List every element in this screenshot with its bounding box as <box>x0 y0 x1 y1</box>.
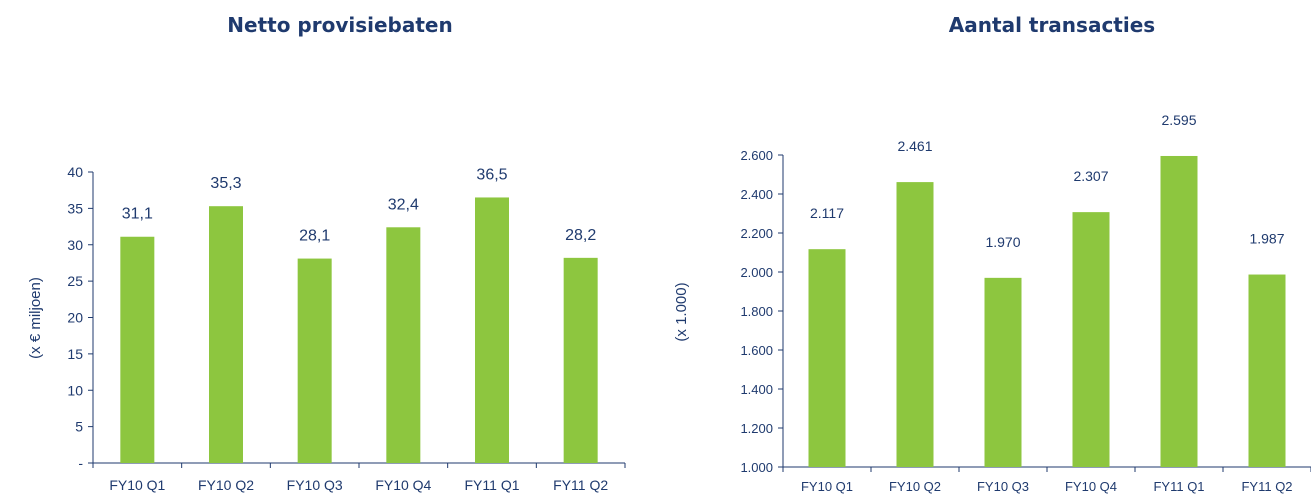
plot-area: - 5 10 15 20 25 30 35 40 31,1 FY10 Q1 35,3 FY10 Q2 28… <box>67 164 626 493</box>
x-tick-label: FY10 Q3 <box>977 479 1029 494</box>
y-tick-label: 1.400 <box>740 382 773 397</box>
y-tick-label: 35 <box>67 200 83 216</box>
y-tick-label: 5 <box>75 419 83 435</box>
y-tick-label: 1.200 <box>740 421 773 436</box>
data-label: 35,3 <box>210 175 241 192</box>
x-tick-label: FY11 Q1 <box>1153 479 1204 494</box>
data-label: 2.117 <box>810 205 844 221</box>
y-axis-label: (x 1.000) <box>673 282 690 341</box>
bar <box>120 236 155 463</box>
bar <box>1072 212 1110 467</box>
x-tick-label: FY10 Q1 <box>801 479 853 494</box>
y-tick-label: 2.600 <box>740 148 773 163</box>
x-tick-label: FY11 Q2 <box>553 477 608 493</box>
data-label: 1.970 <box>985 234 1020 250</box>
x-tick-label: FY10 Q1 <box>109 477 165 493</box>
y-tick-label: 10 <box>67 382 83 398</box>
y-tick-label: 2.400 <box>740 187 773 202</box>
bar <box>209 206 243 463</box>
y-tick-label: 40 <box>67 164 83 180</box>
y-tick-label: 2.200 <box>740 226 773 241</box>
bar <box>896 182 934 468</box>
y-axis-label: (x € miljoen) <box>27 277 44 359</box>
data-label: 36,5 <box>476 166 507 183</box>
bar <box>386 227 421 463</box>
chart-netto-provisiebaten: Netto provisiebaten (x € miljoen) - 5 10 15… <box>27 13 626 493</box>
chart-title: Aantal transacties <box>949 13 1155 37</box>
x-tick-label: FY11 Q1 <box>465 477 520 493</box>
y-tick-label: 30 <box>67 237 83 253</box>
y-tick-label: 1.000 <box>740 460 773 475</box>
chart-title: Netto provisiebaten <box>227 13 452 37</box>
bar <box>808 249 846 467</box>
data-label: 28,2 <box>565 227 596 244</box>
y-tick-label: 25 <box>67 273 83 289</box>
bar <box>984 277 1022 467</box>
bar <box>1160 155 1198 467</box>
x-tick-label: FY11 Q2 <box>1241 479 1292 494</box>
bar <box>563 257 598 463</box>
y-tick-label: 1.800 <box>740 304 773 319</box>
x-tick-label: FY10 Q2 <box>198 477 254 493</box>
y-tick-label: 2.000 <box>740 265 773 280</box>
bar <box>475 197 509 463</box>
x-tick-label: FY10 Q4 <box>375 477 431 493</box>
data-label: 28,1 <box>299 228 330 245</box>
y-tick-label: 20 <box>67 310 83 326</box>
y-tick-label: - <box>78 455 83 471</box>
x-tick-label: FY10 Q2 <box>889 479 941 494</box>
data-label: 2.307 <box>1073 168 1108 184</box>
y-tick-label: 15 <box>67 346 83 362</box>
data-label: 2.595 <box>1161 112 1196 128</box>
x-tick-label: FY10 Q4 <box>1065 479 1117 494</box>
bar <box>297 258 332 463</box>
data-label: 32,4 <box>388 196 419 213</box>
data-label: 1.987 <box>1249 231 1284 247</box>
data-label: 31,1 <box>122 206 153 223</box>
y-tick-label: 1.600 <box>740 343 773 358</box>
bar <box>1248 274 1286 467</box>
data-label: 2.461 <box>897 138 932 154</box>
chart-aantal-transacties: Aantal transacties (x 1.000) 1.0001.2001… <box>673 13 1311 494</box>
x-tick-label: FY10 Q3 <box>287 477 343 493</box>
plot-area: 1.000 1.200 1.400 1.600 1.800 2.000 2.200 2.400… <box>740 112 1311 494</box>
